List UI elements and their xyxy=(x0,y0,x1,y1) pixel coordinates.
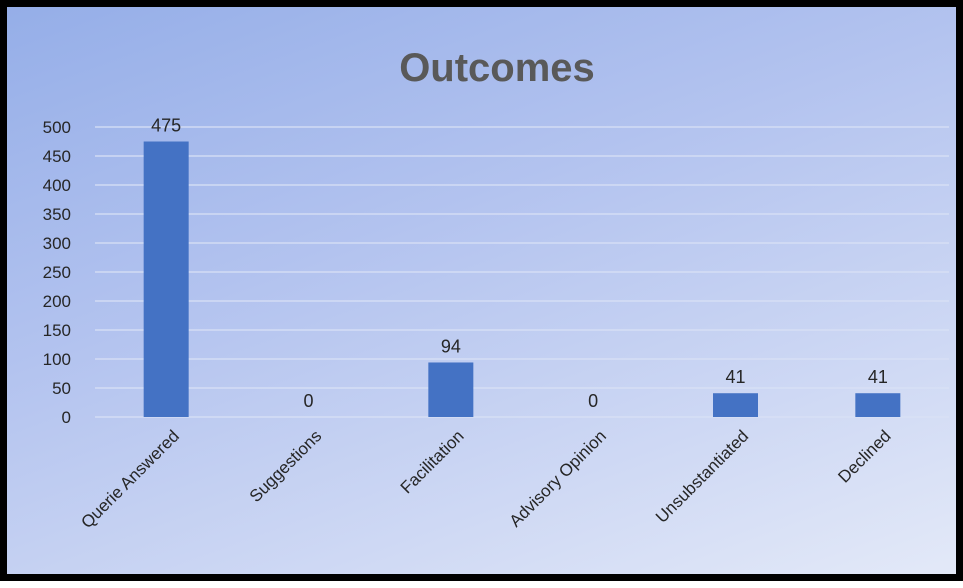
x-axis: Querie Answered Suggestions Facilitation Ad… xyxy=(77,426,894,532)
gridlines xyxy=(95,126,949,418)
y-tick-label: 150 xyxy=(43,321,71,340)
y-tick-label: 250 xyxy=(43,263,71,282)
y-tick-label: 350 xyxy=(43,205,71,224)
y-axis: 0 50 100 150 200 250 300 350 400 450 500 xyxy=(43,118,71,427)
y-tick-label: 200 xyxy=(43,292,71,311)
bar xyxy=(855,393,901,417)
data-label: 0 xyxy=(588,391,598,411)
bar xyxy=(143,141,189,417)
x-tick-label: Unsubstantiated xyxy=(652,426,752,526)
bar xyxy=(713,393,758,417)
x-tick-label: Querie Answered xyxy=(77,426,183,532)
bar xyxy=(428,362,474,417)
data-label: 475 xyxy=(151,116,181,136)
y-tick-label: 400 xyxy=(43,176,71,195)
bar-chart: Outcomes 050100150200250300350400450500 … xyxy=(43,46,949,532)
y-tick-label: 450 xyxy=(43,147,71,166)
y-tick-label: 0 xyxy=(62,408,71,427)
x-tick-label: Suggestions xyxy=(246,426,326,506)
data-label: 0 xyxy=(303,391,313,411)
y-tick-label: 500 xyxy=(43,118,71,137)
data-label: 94 xyxy=(441,336,461,356)
bars xyxy=(143,141,901,417)
x-tick-label: Advisory Opinion xyxy=(506,426,610,530)
x-tick-label: Declined xyxy=(834,426,894,486)
data-label: 41 xyxy=(868,367,888,387)
y-tick-label: 100 xyxy=(43,350,71,369)
y-tick-label: 300 xyxy=(43,234,71,253)
data-label: 41 xyxy=(725,367,745,387)
x-tick-label: Facilitation xyxy=(397,426,468,497)
chart-title: Outcomes xyxy=(399,46,595,90)
y-tick-label: 50 xyxy=(52,379,71,398)
data-labels: 475 0 94 0 41 41 xyxy=(151,116,888,412)
